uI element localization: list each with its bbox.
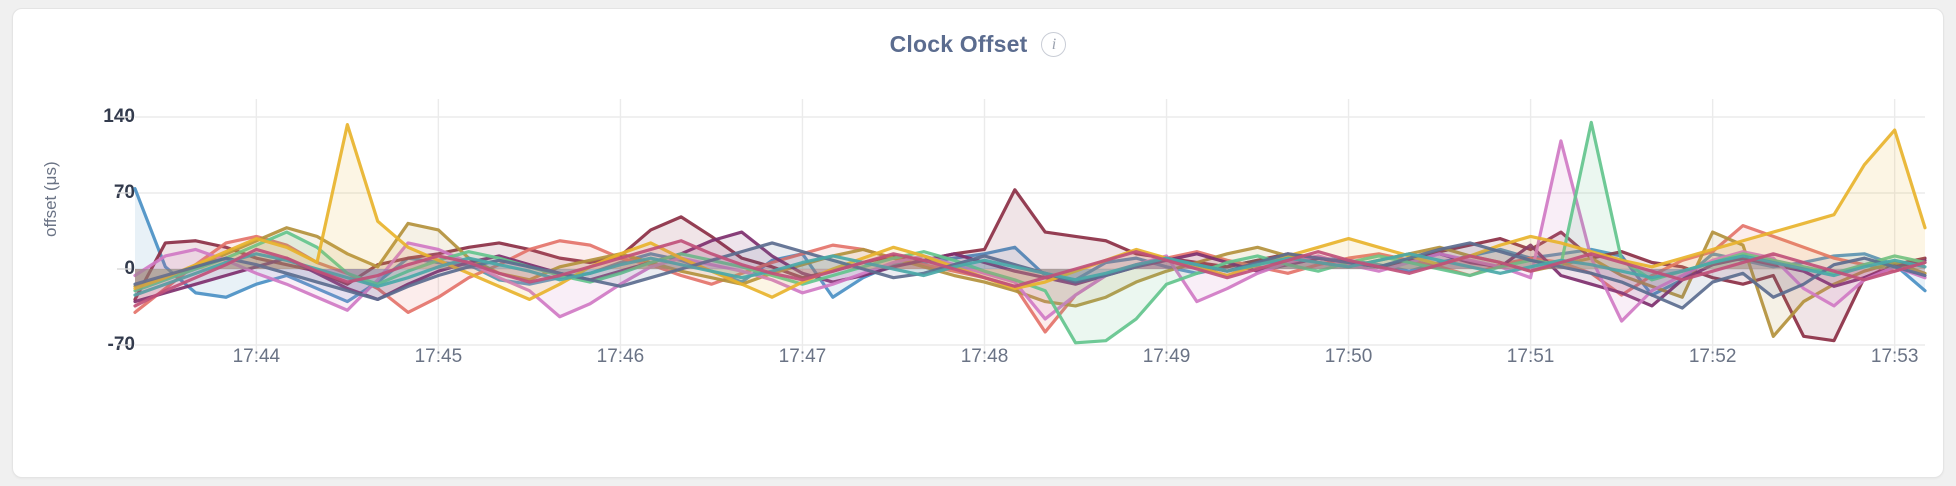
x-axis-tick-label: 17:46	[596, 346, 645, 367]
x-axis-tick-label: 17:51	[1506, 346, 1555, 367]
x-axis-tick-label: 17:53	[1870, 346, 1919, 367]
series-line[interactable]	[133, 139, 1927, 323]
series-line[interactable]	[133, 188, 1927, 343]
page-title: Clock Offset	[889, 31, 1028, 57]
series-area	[135, 124, 1925, 300]
chart-plot-area: offset (μs) 140 70 0 -70 17:44 17:45 17:46 17:…	[13, 87, 1944, 477]
series-line[interactable]	[133, 230, 1927, 308]
x-axis-tick-label: 17:44	[232, 346, 281, 367]
series-line[interactable]	[133, 252, 1927, 297]
series-line[interactable]	[133, 239, 1927, 308]
info-icon[interactable]: i	[1041, 32, 1067, 57]
chart-card: Clock Offset i offset (μs) 140 70 0 -70 17:…	[12, 8, 1944, 478]
series-group	[133, 120, 1927, 345]
series-area	[135, 225, 1925, 332]
x-axis-tick-label: 17:52	[1688, 346, 1737, 367]
series-area	[135, 240, 1925, 306]
x-axis-tick-label: 17:50	[1324, 346, 1373, 367]
x-axis-tick-label: 17:48	[960, 346, 1009, 367]
x-axis-tick-label: 17:45	[414, 346, 463, 367]
chart-header: Clock Offset i	[13, 31, 1943, 58]
series-line[interactable]	[133, 221, 1927, 338]
clock-offset-chart[interactable]	[13, 87, 1944, 477]
series-area	[135, 223, 1925, 337]
x-axis-tick-label: 17:49	[1142, 346, 1191, 367]
series-area	[135, 189, 1925, 341]
series-line[interactable]	[133, 223, 1927, 334]
x-axis-tick-label: 17:47	[778, 346, 827, 367]
